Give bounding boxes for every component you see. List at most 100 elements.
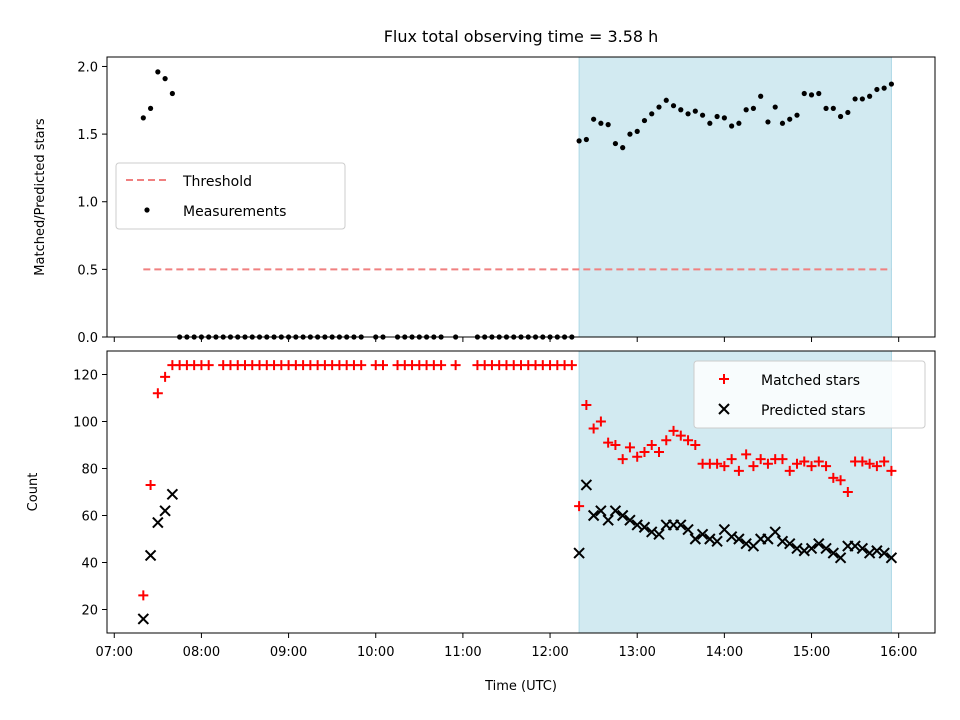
- predicted-star-point: [675, 519, 687, 531]
- matched-star-point: [675, 430, 686, 441]
- legend-threshold-label: Threshold: [182, 174, 252, 190]
- y-tick-label: 1.0: [77, 196, 98, 211]
- measurement-point: [845, 109, 851, 116]
- predicted-star-point: [696, 528, 709, 541]
- legend-box: [693, 360, 926, 429]
- axes-frame: [106, 350, 936, 634]
- matched-star-point: [661, 435, 672, 446]
- matched-star-point: [821, 461, 832, 472]
- predicted-star-point: [784, 537, 796, 550]
- predicted-star-point: [863, 547, 876, 559]
- predicted-star-point: [827, 547, 840, 559]
- y-tick-label: 80: [81, 463, 98, 478]
- measurement-point: [736, 120, 742, 126]
- x-tick-label: 10:00: [357, 645, 394, 660]
- y-tick-label: 0.0: [77, 331, 98, 346]
- x-tick-label: 09:00: [270, 645, 307, 660]
- matched-star-point: [152, 388, 163, 399]
- x-tick-label: 13:00: [618, 645, 655, 660]
- matched-star-point: [617, 454, 628, 465]
- predicted-star-point: [820, 542, 832, 555]
- matched-star-point: [378, 360, 388, 371]
- chart-title: Flux total observing time = 3.58 h: [384, 27, 659, 46]
- measurement-point: [692, 108, 698, 114]
- measurement-point: [627, 131, 633, 137]
- x-tick-label: 12:00: [531, 645, 568, 660]
- x-tick-label: 15:00: [793, 645, 830, 660]
- measurement-point: [140, 115, 146, 121]
- measurement-point: [169, 90, 175, 97]
- matched-star-point: [690, 440, 701, 450]
- x-axis-label: Time (UTC): [484, 679, 557, 694]
- matched-star-point: [784, 465, 795, 476]
- matched-star-point: [879, 456, 890, 467]
- predicted-star-point: [871, 545, 883, 557]
- x-tick-label: 07:00: [96, 645, 133, 660]
- matched-star-point: [799, 456, 810, 467]
- matched-star-point: [639, 447, 650, 458]
- legend-matched-label: Matched stars: [761, 373, 860, 389]
- series-plus: [138, 360, 897, 601]
- matched-star-point: [581, 400, 592, 411]
- measurement-point: [656, 104, 662, 110]
- predicted-star-point: [159, 505, 171, 517]
- matched-star-point: [588, 423, 599, 434]
- measurement-point: [147, 105, 154, 112]
- y-tick-label: 20: [81, 604, 98, 619]
- measurement-point: [649, 111, 655, 117]
- matched-star-point: [566, 360, 577, 371]
- matched-star-point: [864, 458, 875, 469]
- matched-star-point: [741, 449, 752, 460]
- measurement-point: [591, 116, 597, 122]
- measurement-point: [670, 103, 677, 109]
- predicted-star-point: [144, 549, 157, 562]
- predicted-star-point: [653, 528, 665, 541]
- measurement-point: [699, 112, 706, 118]
- predicted-star-point: [740, 537, 752, 550]
- matched-star-point: [712, 458, 723, 469]
- measurement-point: [750, 105, 757, 112]
- predicted-star-point: [631, 519, 643, 531]
- measurement-point: [576, 138, 582, 144]
- matched-star-point: [755, 454, 766, 465]
- series-x: [137, 479, 898, 625]
- predicted-star-point: [798, 545, 810, 557]
- matched-star-point: [668, 425, 679, 436]
- measurement-point: [808, 92, 815, 98]
- matched-star-point: [842, 487, 853, 497]
- matched-star-point: [610, 440, 621, 450]
- matched-star-point: [654, 447, 664, 458]
- measurement-point: [634, 128, 640, 134]
- matched-star-point: [806, 461, 817, 472]
- measurement-point: [859, 96, 865, 102]
- predicted-star-point: [733, 533, 745, 545]
- matched-star-point: [646, 440, 657, 450]
- measurement-point: [162, 76, 168, 82]
- predicted-star-point: [711, 535, 723, 548]
- x-tick-label: 14:00: [706, 645, 743, 660]
- x-tick-label: 08:00: [183, 645, 220, 660]
- measurement-point: [830, 105, 836, 112]
- x-tick-label: 16:00: [880, 645, 917, 660]
- predicted-star-point: [602, 514, 614, 526]
- matched-star-point: [726, 454, 737, 465]
- legend-matched-swatch: [719, 374, 729, 384]
- measurement-point: [729, 123, 735, 129]
- matched-star-point: [871, 461, 882, 472]
- measurement-point: [605, 122, 611, 128]
- predicted-star-point: [805, 542, 818, 555]
- shaded-region: [578, 56, 892, 338]
- legend: Threshold Measurements: [115, 162, 346, 230]
- measurement-point: [837, 113, 844, 120]
- y-tick-label: 1.5: [77, 128, 98, 143]
- measurement-point: [663, 97, 669, 103]
- measurement-point: [852, 96, 858, 102]
- predicted-star-point: [638, 521, 651, 533]
- measurement-point: [758, 93, 764, 99]
- top-panel: 0.0 0.5 1.0 1.5 2.0 Matched/Predicted stars Th…: [33, 56, 936, 346]
- matched-star-point: [835, 475, 846, 486]
- matched-star-point: [450, 360, 461, 371]
- measurement-point: [612, 140, 619, 147]
- measurement-point: [155, 69, 161, 75]
- measurement-point: [721, 115, 727, 121]
